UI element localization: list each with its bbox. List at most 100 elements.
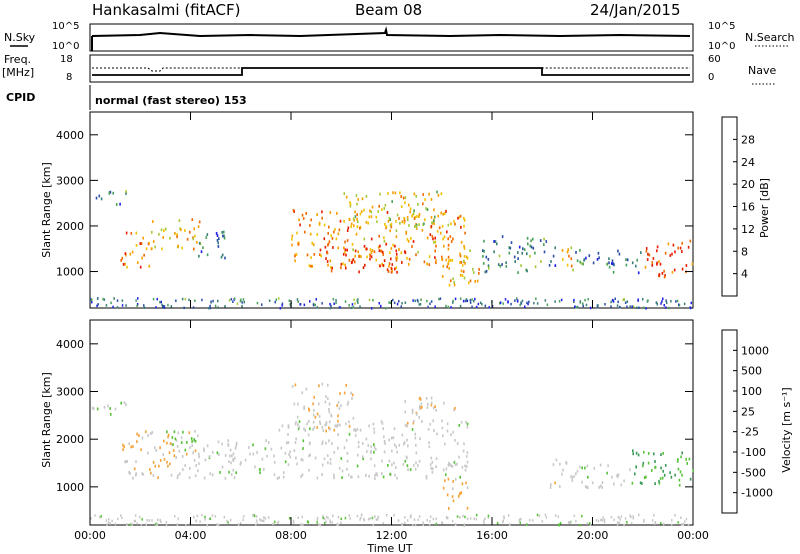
nave-label: Nave (748, 64, 776, 77)
scatter-pixel (338, 407, 341, 410)
scatter-pixel (559, 462, 561, 466)
ground-scatter-pixel (573, 300, 575, 303)
ground-scatter-pixel (601, 519, 603, 522)
ground-scatter-pixel (329, 306, 332, 310)
scatter-pixel (415, 451, 418, 455)
ground-scatter-pixel (137, 297, 139, 300)
scatter-pixel (353, 260, 356, 264)
scatter-pixel (333, 451, 336, 454)
scatter-pixel (180, 441, 183, 444)
ground-scatter-pixel (352, 305, 355, 309)
scatter-pixel (501, 263, 503, 266)
scatter-pixel (178, 449, 181, 453)
ground-scatter-pixel (452, 299, 454, 303)
scatter-pixel (625, 258, 627, 261)
ground-scatter-pixel (419, 303, 422, 306)
scatter-pixel (688, 457, 691, 461)
scatter-pixel (357, 441, 360, 444)
scatter-pixel (195, 464, 197, 467)
freq-trace (92, 67, 690, 76)
scatter-pixel (437, 214, 440, 218)
ground-scatter-pixel (528, 300, 530, 304)
scatter-pixel (191, 218, 194, 221)
scatter-pixel (460, 261, 463, 264)
scatter-pixel (644, 265, 647, 269)
scatter-pixel (430, 225, 433, 228)
ground-scatter-pixel (357, 301, 359, 304)
ground-scatter-pixel (567, 521, 570, 524)
ground-scatter-pixel (136, 303, 139, 306)
ground-scatter-pixel (390, 301, 392, 304)
scatter-pixel (517, 271, 519, 274)
scatter-pixel (159, 446, 161, 450)
scatter-pixel (429, 422, 432, 426)
scatter-pixel (451, 495, 454, 498)
scatter-pixel (611, 475, 613, 479)
scatter-pixel (191, 440, 193, 443)
scatter-pixel (323, 223, 326, 227)
ground-scatter-pixel (241, 301, 243, 304)
scatter-pixel (331, 266, 333, 270)
scatter-pixel (393, 461, 395, 465)
scatter-pixel (308, 454, 310, 458)
scatter-pixel (393, 427, 396, 431)
ground-scatter-pixel (371, 516, 374, 520)
ground-scatter-pixel (432, 517, 435, 521)
scatter-pixel (404, 459, 407, 463)
scatter-pixel (297, 241, 300, 245)
scatter-pixel (413, 217, 416, 220)
scatter-pixel (347, 226, 350, 230)
scatter-pixel (328, 426, 330, 430)
ground-scatter-pixel (163, 306, 165, 309)
scatter-pixel (419, 407, 421, 410)
scatter-pixel (579, 465, 581, 469)
scatter-pixel (373, 445, 376, 449)
ground-scatter-pixel (327, 516, 329, 520)
ground-scatter-pixel (236, 302, 239, 305)
scatter-pixel (234, 456, 236, 460)
ground-scatter-pixel (356, 514, 359, 518)
ground-scatter-pixel (459, 516, 461, 519)
scatter-pixel (517, 251, 519, 254)
scatter-pixel (306, 422, 308, 426)
scatter-pixel (632, 452, 634, 456)
scatter-pixel (681, 241, 683, 245)
scatter-pixel (394, 473, 396, 477)
scatter-pixel (389, 229, 391, 233)
scatter-pixel (570, 257, 573, 261)
ground-scatter-pixel (91, 298, 93, 302)
ground-scatter-pixel (585, 303, 588, 307)
scatter-pixel (465, 481, 467, 485)
scatter-pixel (169, 442, 172, 445)
ground-scatter-pixel (412, 299, 414, 302)
ground-scatter-pixel (483, 521, 485, 525)
scatter-pixel (391, 200, 393, 203)
scatter-pixel (360, 210, 363, 213)
scatter-pixel (641, 482, 643, 485)
scatter-pixel (691, 262, 694, 266)
ground-scatter-pixel (463, 523, 466, 526)
scatter-pixel (229, 448, 232, 452)
scatter-pixel (431, 235, 434, 238)
scatter-pixel (400, 205, 403, 208)
scatter-pixel (281, 424, 284, 428)
ground-scatter-pixel (192, 306, 195, 309)
scatter-pixel (329, 211, 332, 214)
scatter-pixel (164, 227, 167, 231)
ground-scatter-pixel (141, 518, 143, 521)
y-tick-label: 2000 (56, 220, 84, 233)
scatter-pixel (460, 225, 462, 229)
ground-scatter-pixel (418, 303, 420, 306)
scatter-pixel (319, 420, 321, 424)
scatter-pixel (662, 469, 664, 473)
scatter-pixel (329, 458, 332, 461)
scatter-pixel (359, 428, 362, 432)
scatter-pixel (420, 402, 423, 406)
ground-scatter-pixel (107, 521, 110, 524)
ground-scatter-pixel (441, 521, 443, 524)
scatter-pixel (346, 467, 348, 471)
ground-scatter-pixel (261, 519, 264, 522)
scatter-pixel (446, 265, 448, 269)
scatter-pixel (325, 441, 327, 445)
scatter-pixel (476, 279, 479, 283)
